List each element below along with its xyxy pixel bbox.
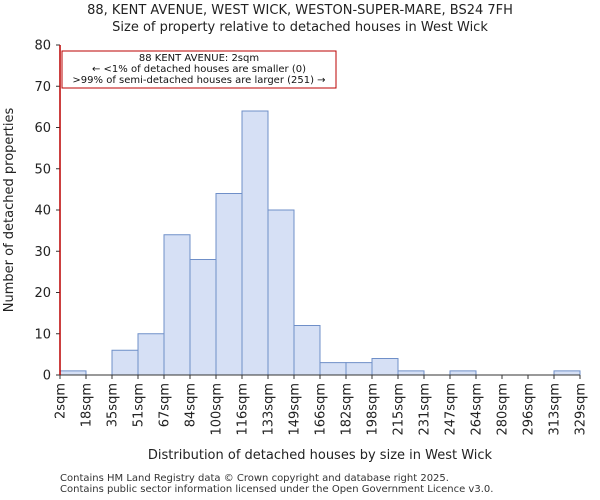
histogram-bar: [163, 234, 191, 376]
histogram-bar: [189, 259, 217, 376]
y-tick-label: 40: [34, 204, 51, 219]
x-tick-label: 264sqm: [470, 383, 485, 436]
x-tick-label: 35sqm: [106, 383, 121, 427]
x-tick-label: 67sqm: [158, 383, 173, 427]
y-tick-label: 60: [34, 121, 51, 136]
x-tick-label: 133sqm: [262, 383, 277, 436]
x-tick-label: 329sqm: [574, 383, 589, 436]
histogram-bar: [241, 110, 269, 376]
x-axis-label: Distribution of detached houses by size …: [148, 448, 493, 463]
histogram-bar: [267, 209, 295, 376]
y-tick-label: 20: [34, 286, 51, 301]
histogram-bar: [345, 362, 373, 376]
y-tick-label: 70: [34, 80, 51, 95]
histogram-bar: [59, 370, 87, 376]
x-tick-label: 198sqm: [366, 383, 381, 436]
histogram-bar: [449, 370, 477, 376]
annotation-line-3: >99% of semi-detached houses are larger …: [72, 75, 325, 86]
footer-attribution: Contains HM Land Registry data © Crown c…: [60, 473, 493, 495]
x-tick-label: 149sqm: [288, 383, 303, 436]
x-tick-label: 313sqm: [548, 383, 563, 436]
histogram-bar: [137, 333, 165, 376]
y-tick-label: 30: [34, 245, 51, 260]
y-tick-label: 10: [34, 327, 51, 342]
histogram-bar: [553, 370, 581, 376]
annotation-line-2: ← <1% of detached houses are smaller (0): [92, 64, 306, 75]
x-tick-label: 18sqm: [80, 383, 95, 427]
title-line-2: Size of property relative to detached ho…: [112, 20, 488, 35]
x-tick-label: 51sqm: [132, 383, 147, 427]
x-tick-label: 247sqm: [444, 383, 459, 436]
title-line-1: 88, KENT AVENUE, WEST WICK, WESTON-SUPER…: [87, 3, 513, 18]
histogram-bar: [371, 358, 399, 376]
histogram-bar: [397, 370, 425, 376]
y-tick-label: 50: [34, 162, 51, 177]
x-tick-label: 100sqm: [210, 383, 225, 436]
histogram-bar: [111, 349, 139, 376]
x-tick-label: 215sqm: [392, 383, 407, 436]
x-tick-label: 296sqm: [522, 383, 537, 436]
x-tick-label: 280sqm: [496, 383, 511, 436]
x-tick-label: 116sqm: [236, 383, 251, 436]
histogram-bar: [293, 325, 321, 376]
y-axis-label: Number of detached properties: [2, 108, 17, 313]
x-tick-label: 231sqm: [418, 383, 433, 436]
histogram-bar: [215, 193, 243, 376]
footer-line-2: Contains public sector information licen…: [60, 484, 494, 495]
y-tick-label: 0: [43, 369, 51, 384]
x-tick-label: 182sqm: [340, 383, 355, 436]
annotation-box: [61, 50, 337, 89]
x-tick-label: 2sqm: [54, 383, 69, 419]
y-tick-label: 80: [34, 39, 51, 54]
x-tick-label: 166sqm: [314, 383, 329, 436]
x-tick-label: 84sqm: [184, 383, 199, 427]
chart-title: 88, KENT AVENUE, WEST WICK, WESTON-SUPER…: [0, 2, 600, 36]
annotation-line-1: 88 KENT AVENUE: 2sqm: [139, 53, 259, 64]
footer-line-1: Contains HM Land Registry data © Crown c…: [60, 473, 449, 484]
histogram-bar: [319, 362, 347, 376]
